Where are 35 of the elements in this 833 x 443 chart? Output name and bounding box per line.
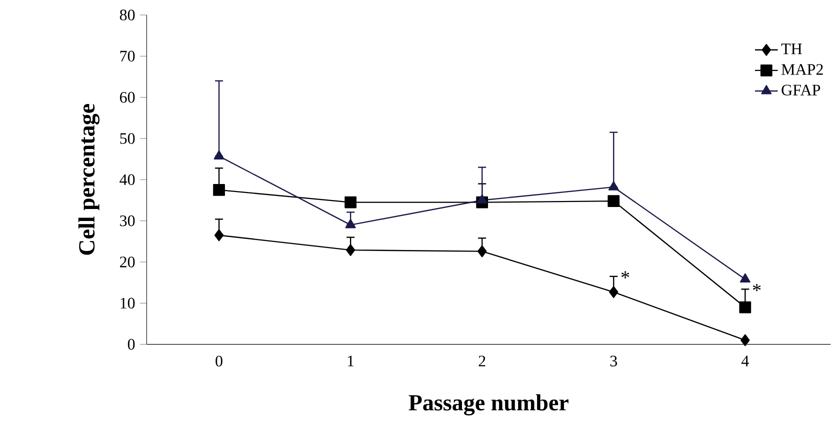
point (477, 245, 487, 258)
y-tick-label: 40 (120, 174, 135, 186)
y-tick-label: 60 (120, 92, 135, 103)
y-axis-title: Cell percentage (78, 104, 100, 255)
annotation: * (752, 284, 761, 292)
point (346, 244, 356, 256)
point (740, 273, 750, 283)
point (608, 181, 619, 190)
x-tick-label: 0 (216, 356, 222, 366)
y-tick-label: 20 (120, 256, 135, 268)
point (213, 184, 225, 196)
legend-label: GFAP (782, 84, 820, 96)
y-tick-label: 30 (120, 215, 135, 226)
point (609, 286, 618, 298)
point (476, 194, 488, 204)
point (345, 219, 356, 228)
y-tick-label: 0 (128, 338, 135, 350)
x-tick-label: 3 (610, 356, 617, 366)
legend-label: TH (781, 44, 802, 54)
point (214, 150, 224, 160)
x-tick-label: 2 (478, 356, 486, 366)
point (608, 195, 620, 207)
x-tick-label: 4 (741, 356, 749, 366)
point (740, 334, 750, 346)
x-tick-label: 1 (348, 356, 354, 366)
point (214, 229, 224, 242)
annotation: * (621, 271, 630, 278)
y-tick-label: 80 (120, 10, 135, 20)
legend-label: MAP2 (781, 64, 823, 75)
point (344, 196, 356, 208)
point (739, 301, 752, 314)
y-tick-label: 70 (120, 50, 135, 62)
y-tick-label: 50 (120, 133, 135, 144)
x-axis-title: Passage number (408, 394, 568, 416)
y-tick-label: 10 (120, 298, 135, 309)
